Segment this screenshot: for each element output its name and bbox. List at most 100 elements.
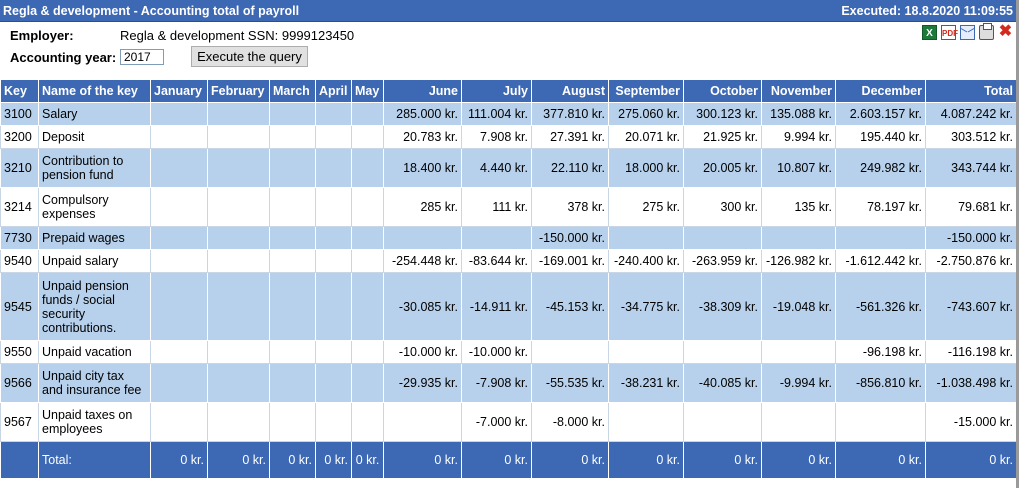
key-name-cell: Unpaid pension funds / social security cont… bbox=[38, 272, 151, 341]
table-row[interactable]: 7730 Prepaid wages -150.000 kr. -150.000 kr… bbox=[0, 226, 1017, 250]
total-amount-cell: 0 kr. bbox=[269, 441, 316, 479]
key-name-line: funds / social bbox=[42, 292, 115, 307]
amount-cell: -856.810 kr. bbox=[835, 363, 926, 403]
key-cell: 3210 bbox=[0, 148, 39, 188]
amount-cell: -38.309 kr. bbox=[683, 272, 762, 341]
execute-query-button[interactable]: Execute the query bbox=[191, 46, 308, 67]
table-row[interactable]: 3200 Deposit 20.783 kr. 7.908 kr. 27.391 kr.… bbox=[0, 125, 1017, 149]
column-header[interactable]: October bbox=[683, 79, 762, 103]
amount-cell: -96.198 kr. bbox=[835, 340, 926, 364]
amount-cell: 378 kr. bbox=[531, 187, 609, 227]
amount-cell bbox=[150, 363, 208, 403]
amount-cell: -7.908 kr. bbox=[461, 363, 532, 403]
table-row[interactable]: 9540 Unpaid salary -254.448 kr. -83.644 kr.… bbox=[0, 249, 1017, 273]
amount-cell: 18.400 kr. bbox=[383, 148, 462, 188]
amount-cell bbox=[351, 363, 384, 403]
amount-cell bbox=[835, 226, 926, 250]
payroll-table: Key Name of the key January February March Ap… bbox=[0, 79, 1017, 479]
column-header[interactable]: January bbox=[150, 79, 208, 103]
total-amount-cell: 0 kr. bbox=[531, 441, 609, 479]
amount-cell bbox=[269, 249, 316, 273]
total-label: Total: bbox=[38, 441, 151, 479]
amount-cell bbox=[315, 402, 352, 442]
amount-cell bbox=[351, 102, 384, 126]
key-name-line: Unpaid city tax bbox=[42, 369, 124, 383]
column-header[interactable]: December bbox=[835, 79, 926, 103]
amount-cell: -240.400 kr. bbox=[608, 249, 684, 273]
column-header[interactable]: April bbox=[315, 79, 352, 103]
key-name-line: Salary bbox=[42, 107, 78, 121]
key-name-cell: Unpaid salary bbox=[38, 249, 151, 273]
total-amount-cell: 0 kr. bbox=[315, 441, 352, 479]
amount-cell bbox=[150, 125, 208, 149]
table-row[interactable]: 3214 Compulsory expenses 285 kr. 111 kr. 378 … bbox=[0, 187, 1017, 227]
key-cell: 7730 bbox=[0, 226, 39, 250]
amount-cell: 18.000 kr. bbox=[608, 148, 684, 188]
amount-cell: 9.994 kr. bbox=[761, 125, 836, 149]
amount-cell: -10.000 kr. bbox=[383, 340, 462, 364]
key-name-line: expenses bbox=[42, 207, 96, 221]
amount-cell: -254.448 kr. bbox=[383, 249, 462, 273]
report-title: Regla & development - Accounting total o… bbox=[3, 4, 300, 18]
amount-cell bbox=[269, 125, 316, 149]
amount-cell: -9.994 kr. bbox=[761, 363, 836, 403]
amount-cell: 111 kr. bbox=[461, 187, 532, 227]
key-cell: 9545 bbox=[0, 272, 39, 341]
total-amount-cell: 0 kr. bbox=[683, 441, 762, 479]
table-row[interactable]: 9545 Unpaid pension funds / social security… bbox=[0, 272, 1017, 341]
column-header[interactable]: Name of the key bbox=[38, 79, 151, 103]
table-row[interactable]: 9566 Unpaid city tax and insurance fee -29.… bbox=[0, 363, 1017, 403]
column-header[interactable]: Key bbox=[0, 79, 39, 103]
total-amount-cell: 0 kr. bbox=[835, 441, 926, 479]
amount-cell: -150.000 kr. bbox=[925, 226, 1017, 250]
amount-cell: -10.000 kr. bbox=[461, 340, 532, 364]
table-row[interactable]: 3210 Contribution to pension fund 18.400 kr… bbox=[0, 148, 1017, 188]
executed-timestamp: Executed: 18.8.2020 11:09:55 bbox=[841, 4, 1013, 18]
pdf-icon[interactable]: PDF bbox=[941, 25, 958, 40]
amount-cell bbox=[150, 102, 208, 126]
table-header-row: Key Name of the key January February March Ap… bbox=[0, 79, 1017, 103]
report-header: Employer: Regla & development SSN: 99991… bbox=[0, 22, 1019, 77]
column-header[interactable]: February bbox=[207, 79, 270, 103]
table-row[interactable]: 9567 Unpaid taxes on employees -7.000 kr. -8… bbox=[0, 402, 1017, 442]
amount-cell bbox=[761, 340, 836, 364]
column-header[interactable]: November bbox=[761, 79, 836, 103]
amount-cell: 79.681 kr. bbox=[925, 187, 1017, 227]
export-toolbar: X PDF ✖ bbox=[922, 23, 1013, 41]
column-header[interactable]: Total bbox=[925, 79, 1017, 103]
table-row[interactable]: 3100 Salary 285.000 kr. 111.004 kr. 377.810 … bbox=[0, 102, 1017, 126]
amount-cell: 195.440 kr. bbox=[835, 125, 926, 149]
amount-cell: 111.004 kr. bbox=[461, 102, 532, 126]
column-header[interactable]: September bbox=[608, 79, 684, 103]
column-header[interactable]: March bbox=[269, 79, 316, 103]
amount-cell: -2.750.876 kr. bbox=[925, 249, 1017, 273]
column-header[interactable]: July bbox=[461, 79, 532, 103]
column-header[interactable]: August bbox=[531, 79, 609, 103]
amount-cell: -38.231 kr. bbox=[608, 363, 684, 403]
amount-cell bbox=[315, 102, 352, 126]
excel-icon[interactable]: X bbox=[922, 25, 937, 40]
amount-cell: 4.087.242 kr. bbox=[925, 102, 1017, 126]
amount-cell bbox=[315, 125, 352, 149]
column-header[interactable]: May bbox=[351, 79, 384, 103]
amount-cell bbox=[269, 226, 316, 250]
column-header[interactable]: June bbox=[383, 79, 462, 103]
mail-icon[interactable] bbox=[960, 25, 975, 40]
amount-cell: 10.807 kr. bbox=[761, 148, 836, 188]
amount-cell bbox=[269, 402, 316, 442]
print-icon[interactable] bbox=[979, 23, 994, 40]
close-icon[interactable]: ✖ bbox=[998, 23, 1013, 40]
key-name-cell: Prepaid wages bbox=[38, 226, 151, 250]
total-amount-cell: 0 kr. bbox=[761, 441, 836, 479]
amount-cell bbox=[269, 148, 316, 188]
amount-cell bbox=[683, 340, 762, 364]
table-row[interactable]: 9550 Unpaid vacation -10.000 kr. -10.000 kr… bbox=[0, 340, 1017, 364]
key-name-cell: Compulsory expenses bbox=[38, 187, 151, 227]
amount-cell: -29.935 kr. bbox=[383, 363, 462, 403]
accounting-year-input[interactable]: 2017 bbox=[120, 49, 164, 65]
key-name-line: Unpaid taxes on bbox=[42, 408, 133, 422]
amount-cell bbox=[835, 402, 926, 442]
amount-cell bbox=[207, 226, 270, 250]
amount-cell bbox=[269, 272, 316, 341]
amount-cell: 2.603.157 kr. bbox=[835, 102, 926, 126]
